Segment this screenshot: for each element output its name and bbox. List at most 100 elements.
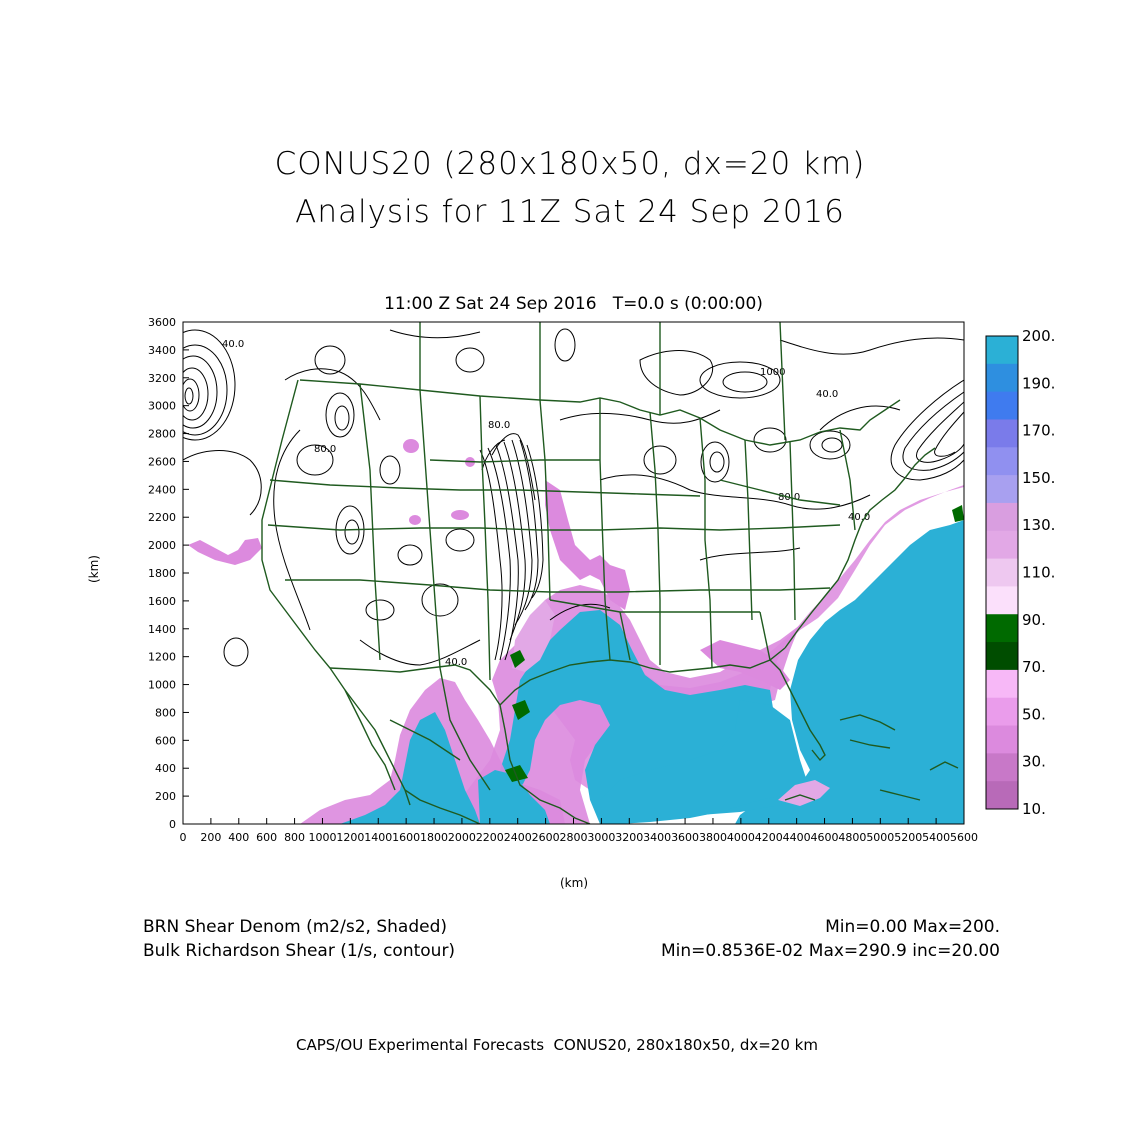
x-tick-label: 5200	[894, 831, 922, 844]
y-tick-label: 0	[169, 818, 176, 831]
y-tick-label: 200	[155, 790, 176, 803]
colorbar-swatch	[986, 530, 1018, 560]
shaded-region-gulf-core-2	[600, 700, 810, 824]
contour-label: 1000	[760, 367, 785, 378]
plot-subtitle: Analysis for 11Z Sat 24 Sep 2016	[295, 194, 845, 230]
x-tick-label: 4600	[811, 831, 839, 844]
contour-label: 80.0	[488, 420, 510, 431]
shaded-patch-green-4	[952, 505, 964, 522]
colorbar-frame	[985, 335, 1019, 810]
map-plot-area: 40.0 80.0 40.0 80.0 40.0 1000 40.0 80.0	[183, 322, 964, 824]
y-tick-label: 2800	[148, 428, 176, 441]
shaded-patch-texas	[512, 600, 555, 672]
y-tick-label: 2000	[148, 539, 176, 552]
x-tick-label: 3800	[699, 831, 727, 844]
contour-label: 40.0	[816, 389, 838, 400]
colorbar-label: 150.	[1022, 469, 1055, 487]
shaded-patch-louisiana	[700, 640, 790, 690]
colorbar-label: 170.	[1022, 422, 1055, 440]
colorbar-swatch	[986, 336, 1018, 365]
x-axis-ticks: 0 200 400 600 800 1000 1200 1400 1600 1800 2000 220…	[180, 818, 978, 844]
x-tick-label: 4200	[755, 831, 783, 844]
colorbar-label: 70.	[1022, 658, 1046, 676]
shaded-patch-dakota	[409, 515, 421, 525]
colorbar-swatch	[986, 475, 1018, 504]
shaded-patch-plains	[545, 480, 630, 610]
colorbar-swatch	[986, 419, 1018, 448]
y-tick-label: 1200	[148, 651, 176, 664]
x-tick-label: 2800	[560, 831, 588, 844]
x-tick-label: 4000	[727, 831, 755, 844]
colorbar-label: 10.	[1022, 800, 1046, 818]
colorbar-swatch	[986, 725, 1018, 754]
colorbar-label: 50.	[1022, 705, 1046, 723]
colorbar-label: 90.	[1022, 611, 1046, 629]
y-tick-label: 800	[155, 706, 176, 719]
y-tick-label: 2200	[148, 511, 176, 524]
shaded-patch-west-coast	[188, 538, 262, 565]
x-tick-label: 1600	[392, 831, 420, 844]
contour-lines	[183, 328, 964, 667]
shaded-region-mexico-core	[478, 770, 550, 824]
valid-time-label: 11:00 Z Sat 24 Sep 2016 T=0.0 s (0:00:00…	[384, 294, 763, 314]
colorbar-swatch	[986, 697, 1018, 727]
x-tick-label: 4400	[783, 831, 811, 844]
colorbar-swatch	[986, 586, 1018, 615]
colorbar-swatch	[986, 753, 1018, 782]
x-tick-label: 2000	[448, 831, 476, 844]
shaded-patch-utah	[451, 510, 469, 520]
contour-label: 40.0	[848, 512, 870, 523]
shaded-patch-green-3	[505, 765, 528, 782]
y-tick-label: 3600	[148, 316, 176, 329]
x-tick-label: 2400	[504, 831, 532, 844]
y-tick-label: 400	[155, 762, 176, 775]
x-tick-label: 1200	[336, 831, 364, 844]
colorbar-label: 200.	[1022, 327, 1055, 345]
contour-label: 40.0	[445, 657, 467, 668]
shaded-field-range: Min=0.00 Max=200.	[825, 917, 1000, 937]
credit-line: CAPS/OU Experimental Forecasts CONUS20, …	[296, 1036, 818, 1054]
contour-label: 80.0	[314, 444, 336, 455]
y-axis-ticks: 0 200 400 600 800 1000 1200 1400 1600 1800 2000 220…	[148, 316, 189, 831]
colorbar-label: 130.	[1022, 516, 1055, 534]
x-tick-label: 5000	[866, 831, 894, 844]
x-axis-label: (km)	[560, 876, 589, 890]
x-tick-label: 1000	[308, 831, 336, 844]
colorbar-swatch	[986, 558, 1018, 587]
x-tick-label: 3600	[671, 831, 699, 844]
shaded-patch-green-1	[510, 650, 525, 668]
x-tick-label: 5600	[950, 831, 978, 844]
colorbar-label: 190.	[1022, 374, 1055, 392]
contour-field-description: Bulk Richardson Shear (1/s, contour)	[143, 941, 456, 961]
shaded-patch-green-2	[512, 700, 530, 720]
shaded-region-pacific-core	[340, 712, 480, 824]
x-tick-label: 2200	[476, 831, 504, 844]
colorbar-swatch	[986, 502, 1018, 532]
shaded-region-caribbean	[778, 780, 830, 806]
colorbar-swatch	[986, 363, 1018, 393]
plot-title: CONUS20 (280x180x50, dx=20 km)	[274, 146, 866, 182]
colorbar: 200. 190. 170. 150. 130. 110. 90. 70. 50. 30. 10.	[985, 327, 1055, 818]
colorbar-label: 30.	[1022, 753, 1046, 771]
x-tick-label: 800	[284, 831, 305, 844]
y-tick-label: 3200	[148, 372, 176, 385]
colorbar-swatch	[986, 642, 1018, 671]
x-tick-label: 3200	[615, 831, 643, 844]
x-tick-label: 2600	[532, 831, 560, 844]
y-tick-label: 3400	[148, 344, 176, 357]
y-tick-label: 1800	[148, 567, 176, 580]
x-tick-label: 600	[256, 831, 277, 844]
y-tick-label: 1000	[148, 679, 176, 692]
y-tick-label: 600	[155, 734, 176, 747]
y-tick-label: 1400	[148, 623, 176, 636]
shaded-region-atlantic-core	[735, 520, 964, 824]
y-tick-label: 2600	[148, 455, 176, 468]
y-tick-label: 3000	[148, 400, 176, 413]
x-tick-label: 1400	[364, 831, 392, 844]
y-tick-label: 2400	[148, 483, 176, 496]
political-boundaries	[261, 322, 959, 824]
colorbar-label: 110.	[1022, 564, 1055, 582]
contour-label: 40.0	[222, 339, 244, 350]
colorbar-swatch	[986, 781, 1018, 810]
